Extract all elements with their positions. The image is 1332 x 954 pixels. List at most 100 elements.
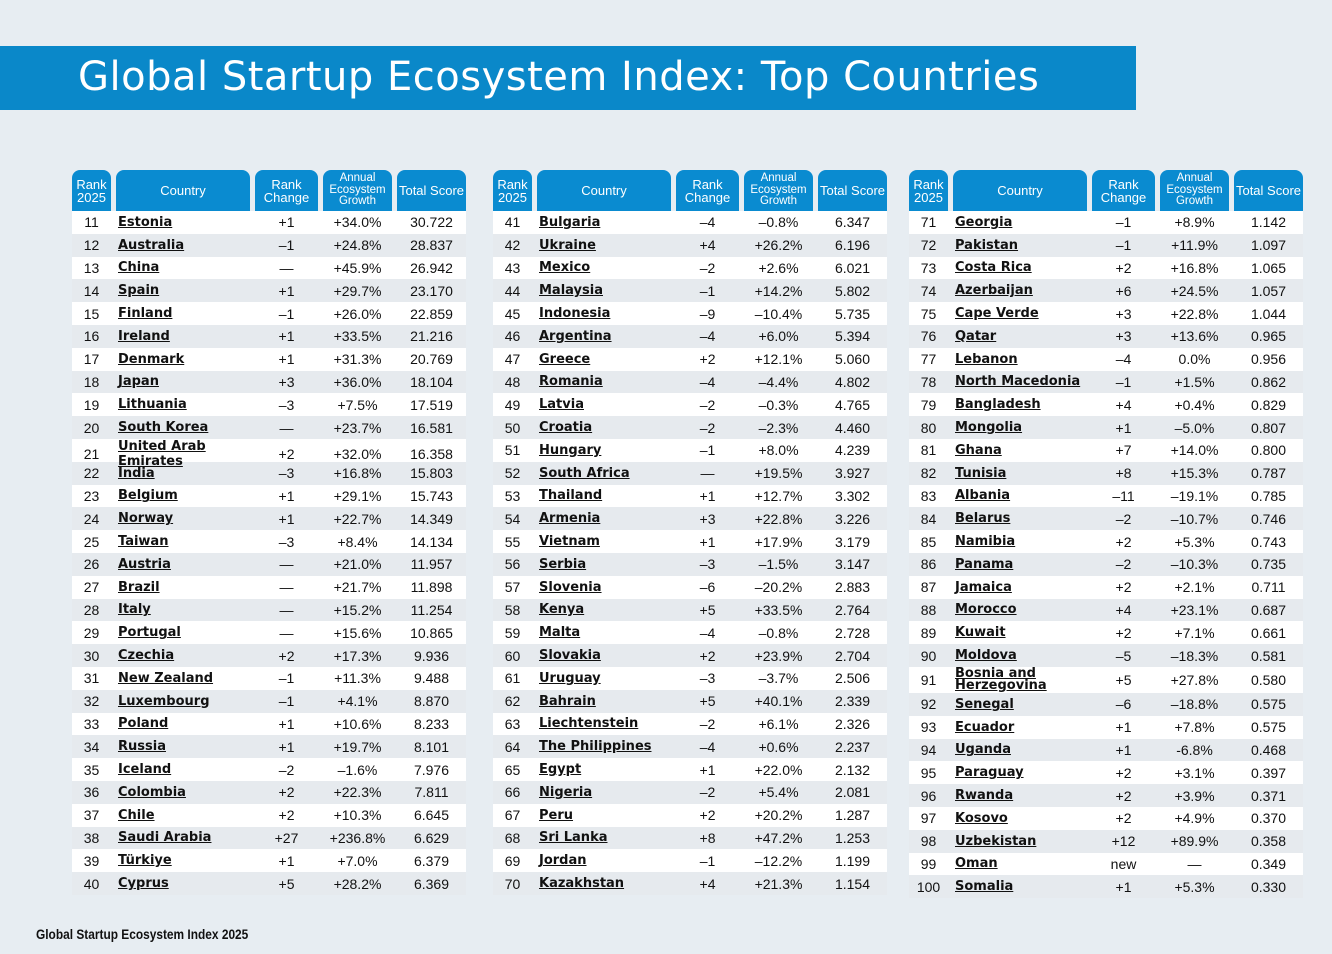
country-link[interactable]: Jamaica [955,579,1012,595]
country-link[interactable]: Paraguay [955,765,1024,781]
country-link[interactable]: Croatia [539,420,593,436]
country-link[interactable]: North Macedonia [955,374,1081,390]
country-link[interactable]: Georgia [955,214,1013,230]
country-link[interactable]: Serbia [539,556,587,572]
country-link[interactable]: Saudi Arabia [118,830,212,846]
rank-cell: 66 [504,784,521,801]
country-link[interactable]: Armenia [539,511,601,527]
country-link[interactable]: Egypt [539,762,582,778]
country-link[interactable]: Peru [539,807,574,823]
country-link[interactable]: Uganda [955,742,1011,758]
country-link[interactable]: Chile [118,807,155,823]
country-link[interactable]: Bosnia and Herzegovina [955,665,1047,693]
country-link[interactable]: Namibia [955,534,1016,550]
country-link[interactable]: China [118,260,160,276]
country-link[interactable]: Colombia [118,784,186,800]
country-link[interactable]: Bulgaria [539,214,601,230]
country-link[interactable]: Panama [955,556,1014,572]
country-link[interactable]: Senegal [955,696,1014,712]
country-link[interactable]: Indonesia [539,306,611,322]
country-link[interactable]: Pakistan [955,237,1019,253]
country-link[interactable]: Ecuador [955,719,1015,735]
country-link[interactable]: Poland [118,716,169,732]
country-link[interactable]: Malta [539,625,581,641]
country-link[interactable]: Lithuania [118,397,187,413]
country-link[interactable]: Uzbekistan [955,833,1037,849]
country-link[interactable]: Tunisia [955,465,1007,481]
rank-cell: 61 [504,670,521,687]
country-link[interactable]: Taiwan [118,534,169,550]
country-link[interactable]: South Africa [539,465,630,481]
country-link[interactable]: Japan [118,374,159,390]
country-link[interactable]: Spain [118,283,160,299]
country-link[interactable]: Morocco [955,602,1017,618]
country-link[interactable]: Malaysia [539,283,603,299]
country-link[interactable]: Qatar [955,328,997,344]
rank-change-cell: +2 [699,351,716,368]
country-link[interactable]: Mexico [539,260,591,276]
country-link[interactable]: Greece [539,351,591,367]
country-link[interactable]: Estonia [118,214,173,230]
rank-change-cell: +4 [1115,396,1132,413]
country-link[interactable]: Austria [118,556,171,572]
country-link[interactable]: Azerbaijan [955,283,1033,299]
country-link[interactable]: Norway [118,511,174,527]
country-link[interactable]: Lebanon [955,351,1018,367]
country-link[interactable]: Sri Lanka [539,830,608,846]
country-link[interactable]: Finland [118,306,173,322]
country-link[interactable]: Ghana [955,442,1002,458]
country-link[interactable]: Bahrain [539,693,596,709]
country-link[interactable]: Jordan [539,853,587,869]
country-link[interactable]: Portugal [118,625,181,641]
country-link[interactable]: The Philippines [539,739,652,755]
country-link[interactable]: Hungary [539,442,602,458]
country-link[interactable]: Czechia [118,648,175,664]
table-row: 40 Cyprus +5 +28.2% 6.369 [72,872,466,895]
country-link[interactable]: Costa Rica [955,260,1032,276]
country-link[interactable]: Türkiye [118,853,172,869]
country-link[interactable]: Iceland [118,762,172,778]
country-link[interactable]: South Korea [118,420,209,436]
country-link[interactable]: Oman [955,856,998,872]
country-link[interactable]: New Zealand [118,670,214,686]
country-link[interactable]: Argentina [539,328,612,344]
country-link[interactable]: Kosovo [955,810,1008,826]
country-link[interactable]: Cape Verde [955,306,1039,322]
country-link[interactable]: Albania [955,488,1011,504]
country-link[interactable]: Slovenia [539,579,602,595]
country-link[interactable]: Ireland [118,328,170,344]
country-link[interactable]: Somalia [955,879,1014,895]
country-link[interactable]: Uruguay [539,670,601,686]
country-link[interactable]: Luxembourg [118,693,210,709]
country-link[interactable]: Kenya [539,602,585,618]
country-link[interactable]: Latvia [539,397,584,413]
country-link[interactable]: Australia [118,237,185,253]
country-link[interactable]: Cyprus [118,876,169,891]
country-link[interactable]: Italy [118,602,151,618]
country-link[interactable]: Brazil [118,579,160,595]
country-link[interactable]: Kuwait [955,625,1006,641]
total-score-cell: 4.239 [834,442,871,459]
country-link[interactable]: India [118,465,155,481]
rank-change-cell: –1 [278,305,295,322]
country-link[interactable]: Mongolia [955,420,1023,436]
country-link[interactable]: Kazakhstan [539,876,625,891]
country-link[interactable]: Ukraine [539,237,596,253]
country-link[interactable]: Liechtenstein [539,716,639,732]
country-link[interactable]: Belarus [955,511,1011,527]
growth-cell: +32.0% [333,445,382,462]
country-link[interactable]: Romania [539,374,603,390]
country-link[interactable]: Slovakia [539,648,601,664]
country-link[interactable]: United Arab Emirates [118,438,206,469]
total-score-cell: 2.506 [834,670,871,687]
rank-change-cell: +1 [278,328,295,345]
country-link[interactable]: Rwanda [955,788,1014,804]
country-link[interactable]: Bangladesh [955,397,1041,413]
country-link[interactable]: Nigeria [539,784,593,800]
country-link[interactable]: Denmark [118,351,185,367]
country-link[interactable]: Russia [118,739,166,755]
country-link[interactable]: Belgium [118,488,178,504]
country-link[interactable]: Thailand [539,488,603,504]
country-link[interactable]: Vietnam [539,534,600,550]
country-link[interactable]: Moldova [955,648,1017,664]
